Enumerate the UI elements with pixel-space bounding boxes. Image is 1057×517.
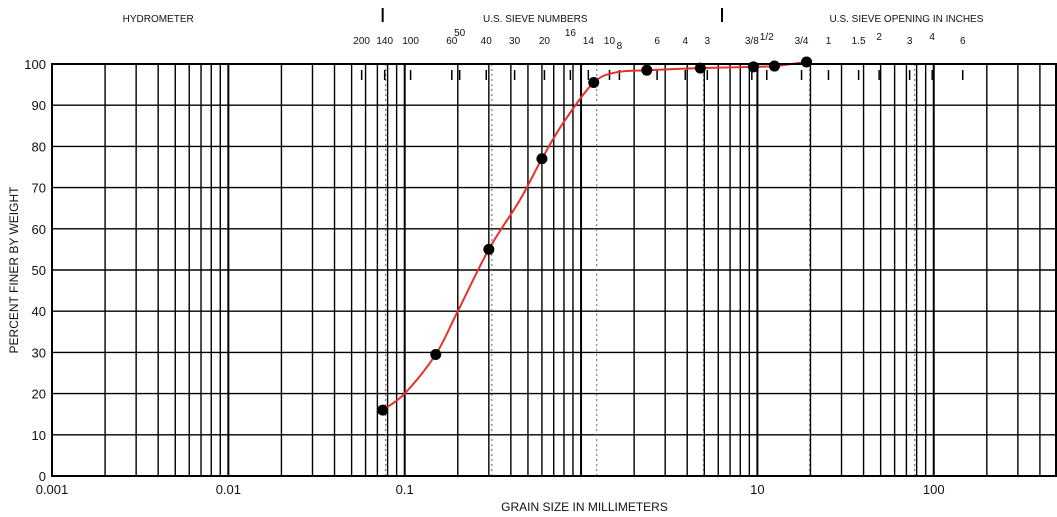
sieve-number-label: 60 xyxy=(446,36,458,47)
grading-curve-line xyxy=(382,60,807,411)
y-tick-label: 80 xyxy=(32,139,46,154)
x-tick-label: 0.001 xyxy=(36,482,69,497)
y-tick-label: 0 xyxy=(39,469,46,484)
data-point-marker xyxy=(801,56,813,68)
sieve-number-label: 200 xyxy=(353,36,370,47)
header-section-label: HYDROMETER xyxy=(123,14,194,25)
sieve-opening-label: 2 xyxy=(876,32,882,43)
y-axis-ticks: 0 10 20 30 40 50 60 70 80 90 100 xyxy=(24,57,46,484)
sieve-number-label: 20 xyxy=(539,36,551,47)
sieve-opening-label: 6 xyxy=(960,36,966,47)
sieve-opening-label: 3 xyxy=(907,36,913,47)
sieve-number-label: 100 xyxy=(402,36,419,47)
sieve-opening-label: 1 xyxy=(826,36,832,47)
data-point-marker xyxy=(694,62,706,74)
sieve-number-label: 6 xyxy=(654,36,660,47)
y-tick-label: 30 xyxy=(32,345,46,360)
y-tick-label: 90 xyxy=(32,98,46,113)
sieve-opening-label: 3/8 xyxy=(745,36,759,47)
y-tick-label: 60 xyxy=(32,222,46,237)
sieve-number-label: 40 xyxy=(481,36,493,47)
header-section-label: U.S. SIEVE NUMBERS xyxy=(483,14,588,25)
sieve-number-label: 8 xyxy=(617,41,623,52)
y-tick-label: 10 xyxy=(32,428,46,443)
y-tick-label: 70 xyxy=(32,181,46,196)
x-tick-label: 10 xyxy=(750,482,764,497)
y-axis-label: PERCENT FINER BY WEIGHT xyxy=(7,186,21,354)
x-tick-label: 100 xyxy=(923,482,945,497)
y-tick-label: 100 xyxy=(24,57,46,72)
sieve-opening-label: 4 xyxy=(929,32,935,43)
grading-curve-series xyxy=(377,56,813,416)
sieve-number-label: 16 xyxy=(565,28,577,39)
data-point-marker xyxy=(430,348,442,360)
y-tick-label: 20 xyxy=(32,387,46,402)
x-tick-label: 0.01 xyxy=(216,482,241,497)
x-axis-ticks: 0.001 0.01 0.1 10 100 xyxy=(36,482,945,497)
sieve-number-label: 10 xyxy=(604,36,616,47)
data-point-marker xyxy=(483,243,495,255)
chart-header: HYDROMETER U.S. SIEVE NUMBERS U.S. SIEVE O… xyxy=(123,8,984,52)
sieve-number-label: 50 xyxy=(454,28,466,39)
plot-frame xyxy=(51,63,1057,477)
x-axis-label: GRAIN SIZE IN MILLIMETERS xyxy=(501,500,668,514)
header-section-label: U.S. SIEVE OPENING IN INCHES xyxy=(829,14,983,25)
data-point-marker xyxy=(641,64,653,76)
x-tick-label: 0.1 xyxy=(396,482,414,497)
data-point-marker xyxy=(536,153,548,165)
y-tick-label: 40 xyxy=(32,304,46,319)
y-tick-label: 50 xyxy=(32,263,46,278)
sieve-number-label: 140 xyxy=(376,36,393,47)
data-point-marker xyxy=(588,77,600,89)
sieve-number-label: 3 xyxy=(705,36,711,47)
sieve-number-label: 30 xyxy=(509,36,521,47)
sieve-number-label: 14 xyxy=(583,36,595,47)
data-point-marker xyxy=(768,60,780,72)
sieve-opening-label: 1.5 xyxy=(852,36,866,47)
data-point-marker xyxy=(377,404,389,416)
sieve-number-label: 4 xyxy=(682,36,688,47)
sieve-opening-label: 3/4 xyxy=(795,36,809,47)
chart-grid xyxy=(52,64,1057,476)
sieve-opening-label: 1/2 xyxy=(760,32,774,43)
